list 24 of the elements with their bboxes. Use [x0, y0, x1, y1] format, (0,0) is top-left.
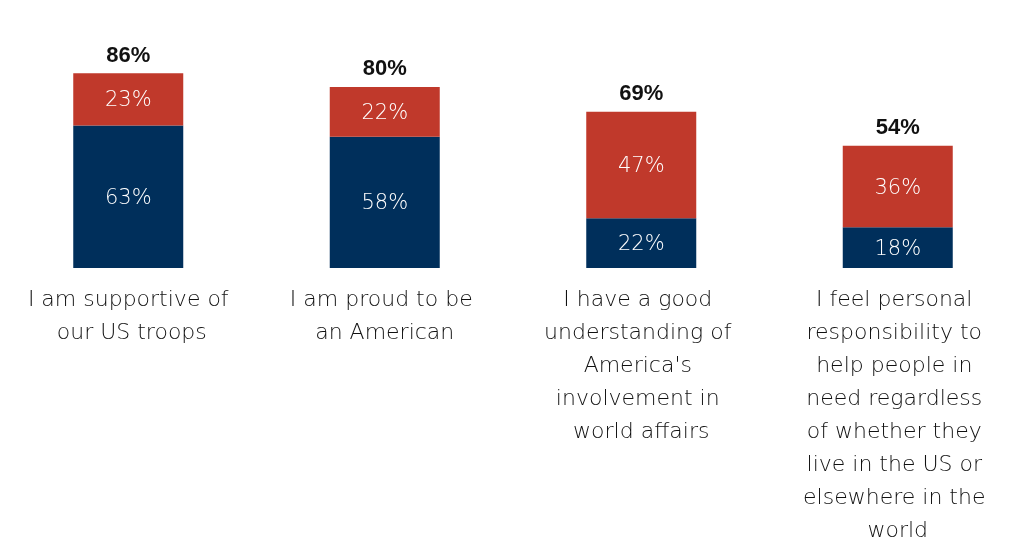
data-label: 22% [617, 231, 665, 256]
bar [329, 136, 440, 268]
bar [329, 86, 440, 137]
bar [586, 218, 697, 268]
x-tick-label: I feel personal responsibility to help people in need regardless of whether they live in the US or elsewhere in the world [803, 286, 993, 542]
bar [73, 125, 184, 268]
bar [842, 227, 953, 268]
total-label: 69% [619, 80, 664, 106]
bar [842, 145, 953, 228]
x-tick-label: I am proud to be an American [289, 286, 480, 344]
bar [73, 73, 184, 126]
bar [586, 111, 697, 219]
data-label: 18% [874, 235, 922, 260]
data-label: 63% [104, 184, 152, 209]
data-label: 47% [617, 153, 665, 178]
total-label: 80% [362, 55, 407, 81]
data-label: 23% [104, 87, 152, 112]
data-label: 36% [874, 174, 922, 199]
x-tick-label: I have a good understanding of America's involvement in world affairs [544, 286, 739, 443]
data-label: 58% [361, 190, 409, 215]
total-label: 86% [106, 41, 151, 67]
total-label: 54% [875, 114, 920, 140]
data-label: 22% [361, 99, 409, 124]
x-tick-label: I am supportive of our US troops [27, 286, 229, 344]
